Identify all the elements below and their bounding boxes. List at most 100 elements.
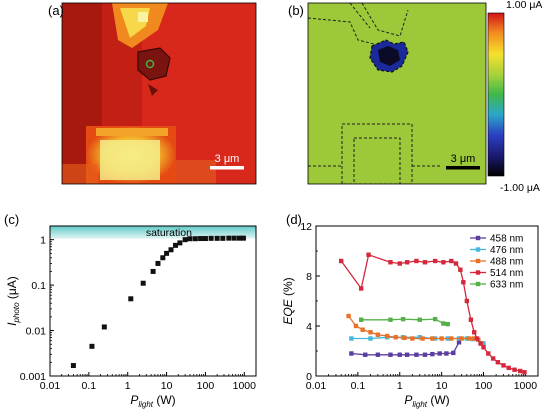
- data-point-d: [478, 341, 483, 346]
- y-tick-label-c: 1: [40, 235, 46, 247]
- data-point-c: [187, 236, 193, 242]
- data-point-d: [422, 352, 428, 357]
- data-point-d: [349, 336, 354, 341]
- data-point-d: [366, 252, 371, 257]
- data-point-c: [150, 268, 156, 274]
- data-point-c: [231, 235, 237, 241]
- legend-marker: [475, 247, 481, 252]
- data-point-d: [346, 313, 351, 319]
- data-point-d: [472, 336, 477, 341]
- y-tick-label-d: 0: [306, 371, 312, 383]
- data-point-d: [375, 332, 381, 337]
- x-tick-label-d: 0.1: [351, 380, 366, 392]
- data-point-d: [486, 351, 491, 356]
- data-point-d: [474, 336, 480, 341]
- legend-label: 633 nm: [490, 280, 523, 291]
- data-point-d: [397, 352, 402, 357]
- legend-marker: [475, 281, 481, 287]
- x-tick-label-c: 1: [125, 380, 131, 392]
- legend-marker: [475, 270, 481, 275]
- data-point-d: [384, 333, 390, 339]
- scale-text-a: 3 μm: [215, 153, 240, 165]
- data-point-c: [220, 235, 226, 241]
- data-point-d: [432, 316, 438, 322]
- data-point-d: [414, 258, 419, 264]
- colorbar-min-label: -1.00 μA: [500, 182, 540, 194]
- data-point-d: [410, 336, 415, 341]
- panel-b-label: (b): [288, 3, 304, 18]
- x-tick-label-d: 0.01: [306, 380, 327, 392]
- data-point-d: [358, 286, 364, 291]
- colorbar-max-label: 1.00 μA: [506, 0, 542, 11]
- data-point-d: [517, 368, 523, 374]
- legend-marker: [475, 258, 481, 264]
- data-point-c: [70, 363, 76, 369]
- data-point-d: [363, 352, 368, 357]
- y-tick-label-d: 8: [306, 271, 312, 283]
- data-point-d: [400, 316, 406, 322]
- x-tick-label-d: 10: [436, 380, 448, 392]
- data-point-c: [168, 247, 174, 253]
- x-tick-label-d: 100: [475, 380, 493, 392]
- data-point-c: [198, 236, 204, 242]
- data-point-d: [360, 327, 365, 332]
- scale-bar-b: [446, 166, 480, 170]
- data-point-d: [501, 363, 506, 368]
- data-point-d: [459, 336, 464, 341]
- panel-c: (c) 0.01 0.1 1 10 100 10000.0010.010.11satura…: [4, 212, 257, 409]
- data-point-c: [226, 235, 232, 241]
- data-point-d: [375, 352, 381, 357]
- data-point-c: [160, 255, 166, 261]
- data-point-d: [464, 298, 470, 304]
- data-point-c: [182, 237, 188, 243]
- x-tick-label-c: 0.1: [82, 380, 97, 392]
- data-point-d: [456, 340, 462, 345]
- data-point-c: [202, 236, 208, 242]
- data-point-d: [472, 330, 477, 335]
- data-point-c: [177, 240, 183, 246]
- data-point-c: [128, 296, 134, 302]
- data-point-d: [506, 365, 511, 371]
- data-point-d: [430, 351, 435, 357]
- data-point-c: [140, 280, 146, 286]
- data-point-d: [339, 258, 344, 264]
- data-point-d: [368, 330, 373, 335]
- x-axis-title-c: Plight (W): [130, 393, 175, 409]
- data-point-d: [490, 356, 496, 361]
- data-point-d: [349, 351, 354, 356]
- data-point-d: [368, 336, 373, 341]
- data-point-c: [155, 260, 161, 266]
- saturation-band: [50, 226, 256, 239]
- y-axis-title-c: Iphoto (μA): [5, 276, 21, 326]
- data-point-d: [417, 335, 422, 340]
- saturation-annotation: saturation: [146, 227, 192, 239]
- data-point-d: [451, 350, 456, 356]
- x-tick-label-d: 1: [397, 380, 403, 392]
- data-point-d: [388, 260, 393, 265]
- legend-label: 488 nm: [490, 257, 523, 268]
- data-point-d: [444, 351, 449, 356]
- data-point-d: [441, 260, 446, 265]
- y-tick-label-d: 12: [300, 221, 312, 233]
- data-point-d: [432, 258, 438, 264]
- y-tick-label-c: 0.01: [26, 326, 47, 338]
- panel-a-label: (a): [48, 3, 64, 18]
- data-point-d: [414, 352, 419, 357]
- x-tick-label-c: 10: [161, 380, 173, 392]
- x-tick-label-c: 0.01: [40, 380, 61, 392]
- data-point-d: [445, 321, 450, 327]
- data-point-d: [453, 261, 459, 266]
- legend-label: 514 nm: [490, 268, 523, 279]
- scale-text-b: 3 μm: [451, 153, 476, 165]
- scale-bar-a: [210, 166, 244, 170]
- data-point-d: [353, 323, 359, 329]
- data-point-d: [481, 345, 486, 350]
- data-point-c: [173, 242, 179, 248]
- data-point-d: [358, 317, 364, 322]
- data-point-c: [192, 236, 198, 242]
- data-point-d: [393, 335, 398, 340]
- data-point-d: [422, 260, 428, 265]
- x-tick-label-c: 1000: [233, 380, 257, 392]
- data-point-c: [214, 235, 220, 241]
